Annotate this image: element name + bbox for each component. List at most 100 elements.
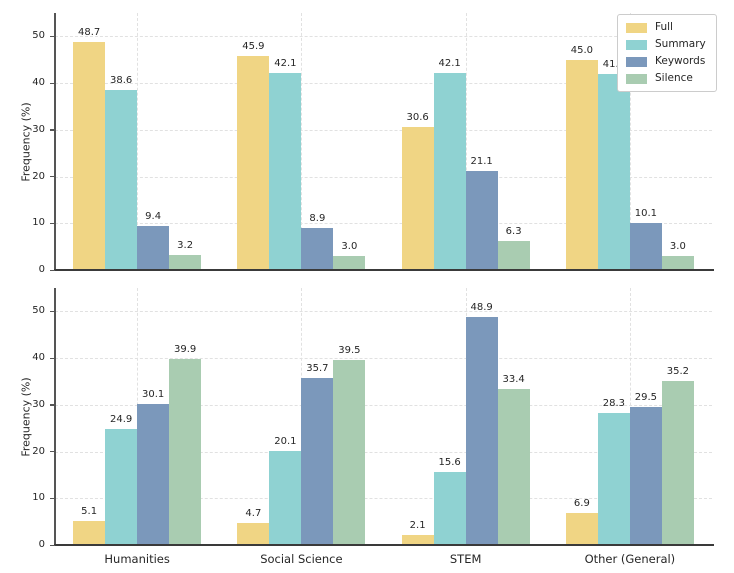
bar-summary-0 (105, 428, 138, 545)
bar-value-label: 38.6 (109, 74, 133, 86)
bar-silence-1 (333, 255, 366, 270)
gridline-v (301, 13, 303, 270)
y-tick-mark (50, 451, 55, 453)
bar-value-label: 5.1 (81, 506, 98, 518)
bar-keywords-0 (137, 404, 170, 545)
bar-summary-0 (105, 89, 138, 270)
bar-value-label: 39.9 (173, 343, 197, 355)
y-tick-mark (50, 176, 55, 178)
bar-summary-3 (597, 74, 630, 270)
bar-value-label: 4.7 (245, 508, 262, 520)
y-tick-label: 30 (32, 398, 45, 410)
y-tick-label: 10 (32, 492, 45, 504)
bar-keywords-2 (465, 316, 498, 545)
y-tick-label: 50 (32, 30, 45, 42)
bar-keywords-1 (301, 378, 334, 545)
bar-value-label: 10.1 (634, 207, 657, 219)
gridline-h (55, 451, 712, 453)
legend-item-full: Full (626, 21, 706, 34)
y-tick-mark (50, 222, 55, 225)
y-tick-mark (50, 269, 55, 271)
legend-item-silence: Silence (626, 72, 706, 85)
legend-item-label: Keywords (655, 55, 706, 67)
bar-value-label: 42.1 (274, 58, 297, 70)
bar-full-3 (565, 59, 598, 270)
y-tick-label: 20 (32, 170, 45, 182)
x-tick-label: STEM (449, 552, 482, 566)
bar-value-label: 30.6 (406, 112, 429, 124)
bar-summary-3 (597, 412, 630, 545)
bar-value-label: 35.2 (666, 365, 689, 377)
bar-value-label: 35.7 (306, 363, 329, 375)
y-tick-mark (50, 82, 55, 84)
bar-value-label: 6.9 (573, 497, 590, 509)
bar-value-label: 45.9 (242, 40, 265, 52)
bar-keywords-2 (465, 171, 498, 270)
gridline-h (55, 404, 712, 406)
bar-silence-1 (333, 360, 366, 545)
y-tick-label: 10 (32, 217, 45, 229)
bar-value-label: 29.5 (634, 392, 657, 404)
bar-value-label: 8.9 (309, 213, 326, 225)
y-axis-label: Frequency (%) (19, 376, 33, 457)
x-tick-label: Social Science (260, 552, 343, 566)
y-tick-label: 50 (32, 305, 45, 317)
bar-value-label: 48.9 (470, 301, 493, 313)
legend-swatch (626, 56, 647, 67)
legend-item-summary: Summary (626, 38, 706, 51)
bar-value-label: 48.7 (77, 27, 101, 39)
bar-summary-2 (433, 73, 466, 270)
gridline-v (629, 13, 631, 270)
bar-value-label: 3.2 (177, 240, 194, 252)
y-tick-mark (50, 129, 55, 131)
bar-keywords-3 (629, 222, 662, 270)
gridline-h (55, 176, 712, 178)
bar-value-label: 15.6 (438, 457, 461, 469)
y-tick-mark (50, 404, 55, 406)
gridline-v (137, 13, 139, 270)
bar-value-label: 41.9 (602, 59, 625, 71)
y-tick-label: 40 (32, 352, 45, 364)
legend-swatch (626, 22, 647, 33)
legend-item-label: Summary (655, 38, 706, 50)
bar-keywords-3 (629, 407, 662, 545)
y-axis-line (54, 288, 56, 545)
x-axis-line (54, 544, 714, 546)
gridline-h (55, 311, 712, 313)
bar-value-label: 28.3 (602, 397, 625, 409)
bar-full-2 (401, 127, 434, 270)
y-tick-mark (50, 35, 55, 38)
bar-full-2 (401, 535, 434, 545)
legend-swatch (626, 39, 647, 50)
bar-silence-2 (497, 240, 530, 270)
bar-summary-1 (269, 73, 302, 270)
bar-value-label: 33.4 (502, 373, 525, 385)
bar-silence-2 (497, 388, 530, 545)
gridline-h (55, 358, 712, 360)
bar-value-label: 9.4 (145, 211, 162, 223)
bar-value-label: 3.0 (669, 240, 686, 252)
y-tick-label: 30 (32, 123, 45, 135)
gridline-h (55, 36, 712, 38)
bar-value-label: 30.1 (141, 389, 165, 401)
gridline-v (465, 13, 467, 270)
x-tick-label: Humanities (104, 552, 170, 566)
x-tick-label: Other (General) (584, 552, 676, 566)
y-tick-label: 0 (38, 539, 45, 550)
bar-full-0 (73, 42, 106, 270)
y-tick-mark (50, 497, 55, 500)
bar-silence-0 (169, 358, 202, 545)
bar-keywords-1 (301, 228, 334, 270)
y-tick-label: 40 (32, 77, 45, 89)
bar-value-label: 21.1 (470, 156, 493, 168)
y-tick-label: 0 (38, 264, 45, 275)
y-tick-mark (50, 357, 55, 359)
bottom-panel: 5.1 24.9 30.1 39.9 4.7 20.1 35.7 39.5 2.1 15.6 48.… (32, 288, 714, 566)
bar-full-0 (73, 521, 106, 545)
bar-value-label: 39.5 (338, 345, 361, 357)
bar-full-3 (565, 512, 598, 545)
bar-full-1 (237, 55, 270, 270)
y-tick-mark (50, 544, 55, 546)
x-axis-line (54, 269, 714, 271)
